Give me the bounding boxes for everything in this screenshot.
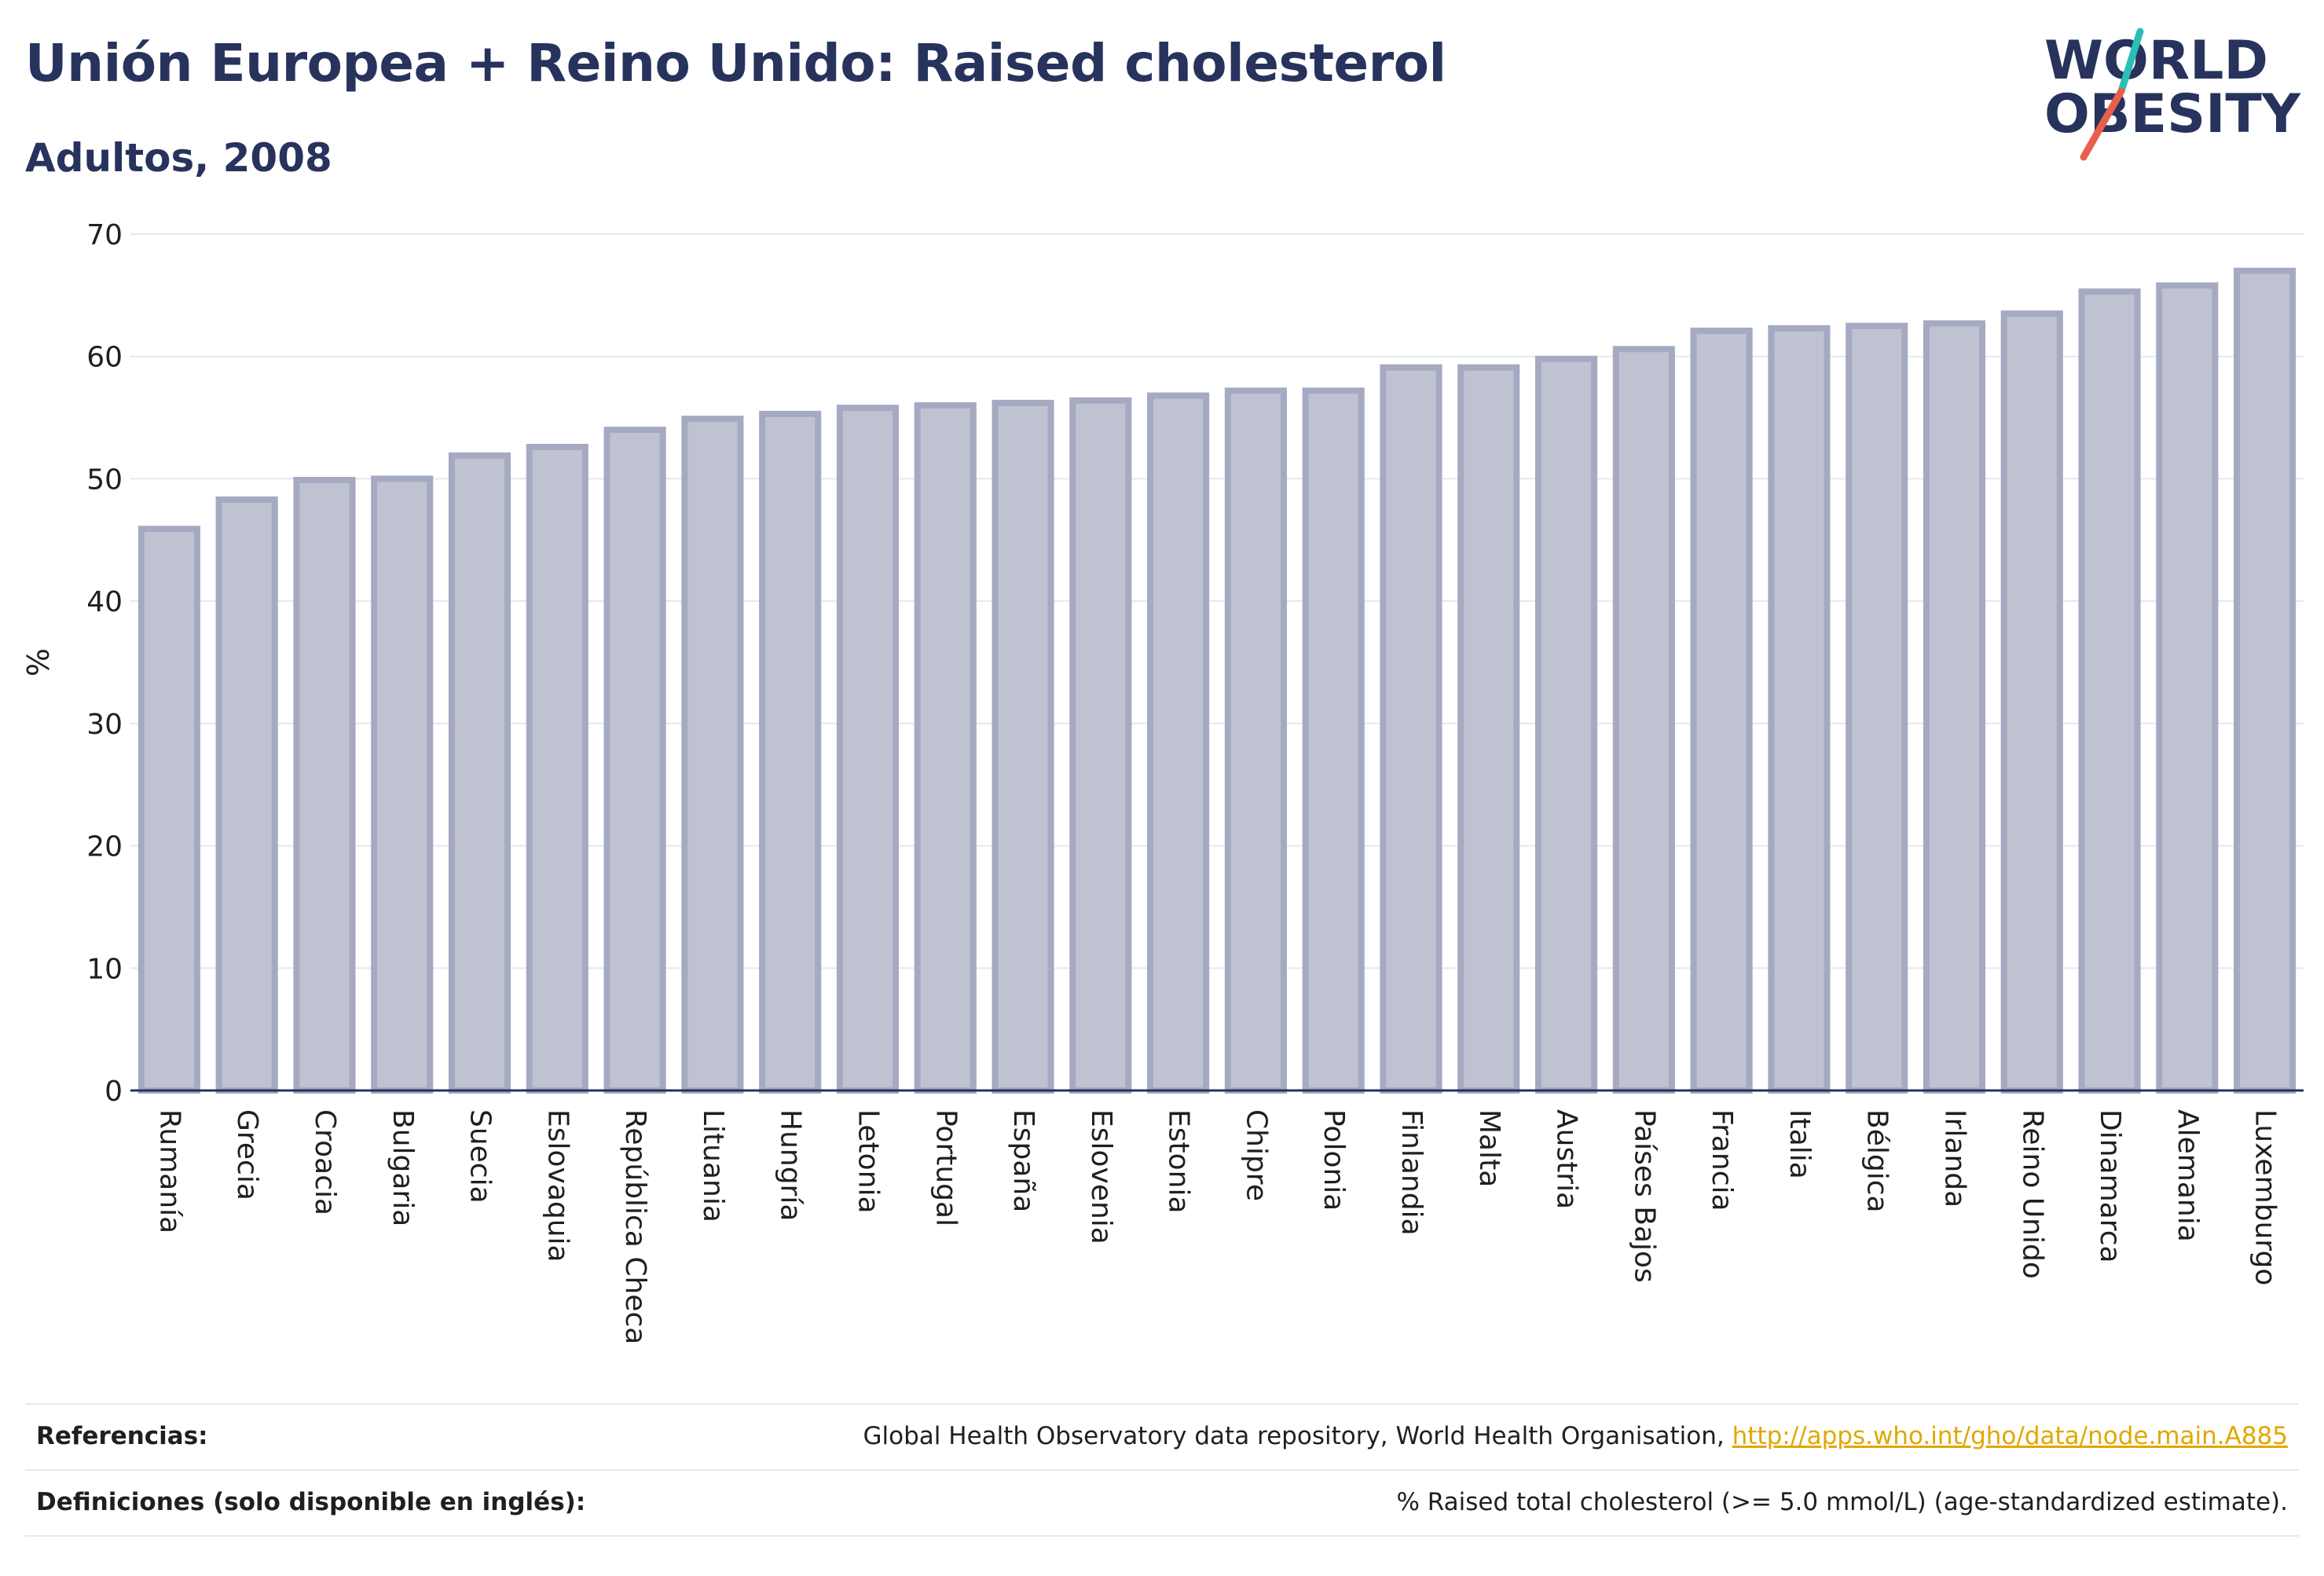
references-value: Global Health Observatory data repositor… xyxy=(863,1422,2299,1450)
bar[interactable] xyxy=(215,496,278,1094)
x-tick-label: Reino Unido xyxy=(2016,1109,2048,1279)
x-tick-label: Croacia xyxy=(309,1109,341,1215)
bar[interactable] xyxy=(914,402,977,1094)
bar-chart: 0 10 20 30 40 50 60 70 Rumanía Grecia Croacia Bulg… xyxy=(21,219,2304,1344)
x-tick-label: Chipre xyxy=(1240,1109,1272,1201)
bar[interactable] xyxy=(681,416,744,1094)
x-tick-label: Suecia xyxy=(464,1109,497,1204)
x-tick-label: República Checa xyxy=(619,1109,651,1344)
x-tick-label: Dinamarca xyxy=(2094,1109,2126,1263)
logo-slash-bottom-icon xyxy=(2080,87,2125,161)
x-tick-label: Países Bajos xyxy=(1628,1109,1660,1283)
x-tick-label: Bulgaria xyxy=(387,1109,419,1226)
bar[interactable] xyxy=(836,405,900,1094)
bar[interactable] xyxy=(1923,320,1986,1094)
y-axis-ticks: 0 10 20 30 40 50 60 70 xyxy=(86,219,123,1108)
bar[interactable] xyxy=(1302,387,1365,1094)
world-obesity-logo[interactable]: WORLD OBESITY xyxy=(2043,22,2310,163)
references-link[interactable]: http://apps.who.int/gho/data/node.main.A… xyxy=(1732,1422,2288,1450)
bar[interactable] xyxy=(137,526,200,1094)
bar[interactable] xyxy=(1612,346,1675,1094)
x-tick-label: Bélgica xyxy=(1861,1109,1893,1213)
bar[interactable] xyxy=(1224,387,1287,1094)
x-tick-label: Eslovenia xyxy=(1085,1109,1117,1244)
bar[interactable] xyxy=(293,476,356,1094)
bar[interactable] xyxy=(1846,322,1908,1094)
x-tick-label: Rumanía xyxy=(153,1109,185,1233)
chart-title: Unión Europea + Reino Unido: Raised chol… xyxy=(25,33,1446,93)
x-tick-label: Letonia xyxy=(852,1109,884,1214)
bar[interactable] xyxy=(448,452,511,1094)
bar[interactable] xyxy=(2234,267,2297,1094)
y-tick-label: 10 xyxy=(86,953,123,985)
bar[interactable] xyxy=(1768,324,1831,1094)
x-tick-label: Francia xyxy=(1706,1109,1738,1211)
bar[interactable] xyxy=(2156,282,2219,1094)
definitions-row: Definiciones (solo disponible en inglés)… xyxy=(25,1471,2299,1534)
bar[interactable] xyxy=(1690,328,1753,1094)
x-tick-label: Irlanda xyxy=(1938,1109,1970,1208)
y-axis-title: % xyxy=(21,648,56,676)
logo-line-1: WORLD xyxy=(2044,30,2268,92)
bar[interactable] xyxy=(603,427,666,1094)
bar[interactable] xyxy=(759,410,822,1094)
bar[interactable] xyxy=(1457,364,1520,1094)
x-axis-labels: Rumanía Grecia Croacia Bulgaria Suecia Eslova… xyxy=(153,1109,2281,1344)
x-tick-label: Italia xyxy=(1783,1109,1816,1179)
info-table: Referencias: Global Health Observatory d… xyxy=(25,1403,2299,1537)
x-tick-label: Alemania xyxy=(2172,1109,2204,1242)
bar[interactable] xyxy=(1069,397,1132,1094)
x-tick-label: España xyxy=(1007,1109,1039,1212)
bar[interactable] xyxy=(2000,310,2063,1094)
x-tick-label: Lituania xyxy=(697,1109,729,1222)
references-label: Referencias: xyxy=(36,1422,208,1450)
row-divider xyxy=(25,1469,2299,1471)
bar[interactable] xyxy=(371,475,434,1094)
references-text: Global Health Observatory data repositor… xyxy=(863,1422,1732,1450)
x-tick-label: Grecia xyxy=(231,1109,263,1200)
bar[interactable] xyxy=(1534,355,1598,1094)
logo-slash-top-icon xyxy=(2117,27,2144,95)
x-tick-label: Estonia xyxy=(1163,1109,1195,1214)
y-tick-label: 30 xyxy=(86,709,123,741)
bar[interactable] xyxy=(1147,392,1210,1094)
x-tick-label: Austria xyxy=(1551,1109,1583,1209)
chart-subtitle: Adultos, 2008 xyxy=(25,135,332,181)
x-tick-label: Luxemburgo xyxy=(2249,1109,2282,1285)
y-tick-label: 50 xyxy=(86,464,123,496)
x-tick-label: Finlandia xyxy=(1395,1109,1428,1236)
x-tick-label: Eslovaquia xyxy=(541,1109,574,1263)
x-tick-label: Malta xyxy=(1473,1109,1505,1187)
x-tick-label: Portugal xyxy=(929,1109,962,1226)
bar[interactable] xyxy=(526,443,588,1094)
y-tick-label: 0 xyxy=(104,1076,123,1108)
bar[interactable] xyxy=(2078,288,2141,1094)
y-tick-label: 70 xyxy=(86,219,123,251)
x-tick-label: Hungría xyxy=(775,1109,807,1221)
y-tick-label: 20 xyxy=(86,831,123,863)
bar[interactable] xyxy=(992,399,1054,1094)
y-tick-label: 60 xyxy=(86,342,123,374)
bar[interactable] xyxy=(1380,364,1442,1094)
row-divider xyxy=(25,1535,2299,1537)
y-tick-label: 40 xyxy=(86,586,123,618)
definitions-value: % Raised total cholesterol (>= 5.0 mmol/… xyxy=(1396,1488,2288,1516)
x-tick-label: Polonia xyxy=(1318,1109,1350,1211)
logo-line-2: OBESITY xyxy=(2044,83,2301,145)
references-row: Referencias: Global Health Observatory d… xyxy=(25,1405,2299,1468)
definitions-label: Definiciones (solo disponible en inglés)… xyxy=(36,1488,586,1516)
